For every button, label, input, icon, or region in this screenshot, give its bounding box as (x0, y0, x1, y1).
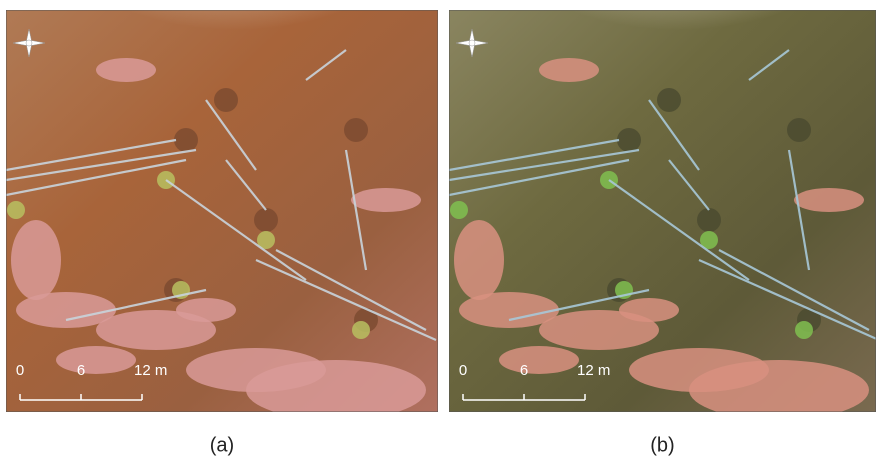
ground-patch (539, 58, 599, 82)
shrub (254, 208, 278, 232)
ground-patch (186, 348, 326, 392)
ground-patch (56, 346, 136, 374)
panel-label: (b) (650, 434, 674, 456)
scale-label: 6 (77, 362, 85, 379)
figure: 0 6 12 m (a) 0 6 12 m (b) (0, 0, 876, 463)
scale-label: 12 m (134, 362, 167, 379)
ground-patch (454, 220, 504, 300)
ground-patch (619, 298, 679, 322)
foliage (7, 201, 25, 219)
ground-patch (794, 188, 864, 212)
ground-patch (96, 58, 156, 82)
shrub (174, 128, 198, 152)
aerial-photo (449, 0, 876, 420)
ground-patch (351, 188, 421, 212)
shrub (214, 88, 238, 112)
shrub (344, 118, 368, 142)
scale-label: 0 (459, 362, 467, 379)
shrub (697, 208, 721, 232)
shrub (787, 118, 811, 142)
foliage (795, 321, 813, 339)
scale-label: 6 (520, 362, 528, 379)
page: {"panels": [ {"label": "(a)", "scale_lab… (0, 0, 876, 463)
ground-patch (11, 220, 61, 300)
aerial-photo (6, 0, 438, 420)
panel-label: (a) (210, 434, 234, 456)
ground-patch (629, 348, 769, 392)
foliage (352, 321, 370, 339)
ground-patch (176, 298, 236, 322)
foliage (450, 201, 468, 219)
scale-label: 12 m (577, 362, 610, 379)
shrub (617, 128, 641, 152)
shrub (657, 88, 681, 112)
ground-patch (499, 346, 579, 374)
scale-label: 0 (16, 362, 24, 379)
